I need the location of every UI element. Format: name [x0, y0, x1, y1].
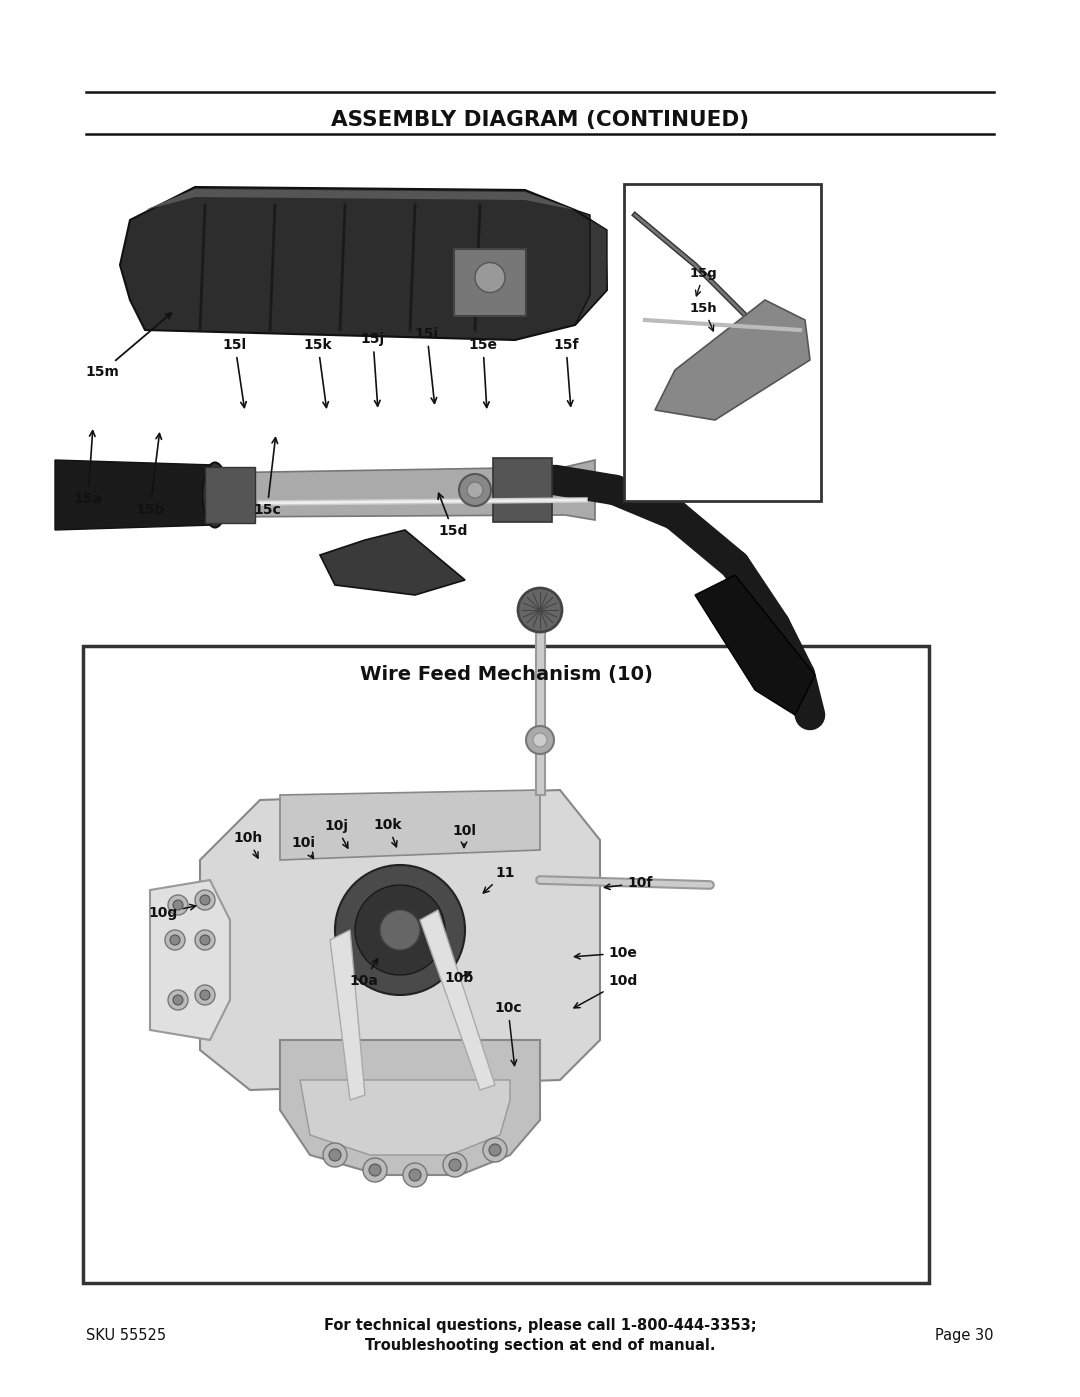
Text: ASSEMBLY DIAGRAM (CONTINUED): ASSEMBLY DIAGRAM (CONTINUED): [330, 110, 750, 130]
Circle shape: [200, 935, 210, 944]
Text: Wire Feed Mechanism (10): Wire Feed Mechanism (10): [360, 665, 652, 685]
Ellipse shape: [203, 462, 228, 528]
Text: 10j: 10j: [324, 819, 348, 848]
Text: 10i: 10i: [291, 835, 315, 858]
FancyBboxPatch shape: [454, 249, 526, 316]
Polygon shape: [280, 789, 540, 861]
Circle shape: [173, 900, 183, 909]
Circle shape: [363, 1158, 387, 1182]
Circle shape: [443, 1153, 467, 1178]
Text: 10k: 10k: [374, 819, 402, 847]
Text: 15m: 15m: [85, 313, 172, 379]
Text: Troubleshooting section at end of manual.: Troubleshooting section at end of manual…: [365, 1338, 715, 1354]
Text: 10g: 10g: [148, 904, 195, 921]
Polygon shape: [654, 300, 810, 420]
Text: 15b: 15b: [135, 433, 164, 517]
Text: 15l: 15l: [222, 338, 247, 408]
Text: 15d: 15d: [438, 493, 468, 538]
Circle shape: [335, 865, 465, 995]
Circle shape: [409, 1169, 421, 1180]
Circle shape: [449, 1160, 461, 1171]
Circle shape: [475, 263, 505, 292]
Circle shape: [195, 890, 215, 909]
Text: 10d: 10d: [573, 974, 637, 1007]
Circle shape: [323, 1143, 347, 1166]
Circle shape: [173, 995, 183, 1004]
FancyBboxPatch shape: [624, 184, 821, 502]
Circle shape: [170, 935, 180, 944]
Text: 10f: 10f: [605, 876, 652, 890]
Text: SKU 55525: SKU 55525: [86, 1329, 166, 1343]
FancyBboxPatch shape: [83, 645, 929, 1282]
Polygon shape: [420, 909, 495, 1090]
Text: 10a: 10a: [350, 958, 378, 988]
Circle shape: [165, 930, 185, 950]
Text: 10l: 10l: [453, 824, 476, 848]
Text: 11: 11: [484, 866, 515, 893]
Circle shape: [526, 726, 554, 754]
Circle shape: [489, 1144, 501, 1155]
Circle shape: [195, 930, 215, 950]
Polygon shape: [330, 930, 365, 1099]
Text: For technical questions, please call 1-800-444-3353;: For technical questions, please call 1-8…: [324, 1317, 756, 1333]
FancyBboxPatch shape: [492, 458, 552, 522]
Circle shape: [195, 985, 215, 1004]
Text: 15k: 15k: [303, 338, 333, 408]
Polygon shape: [120, 187, 607, 339]
Circle shape: [403, 1162, 427, 1187]
Text: 15a: 15a: [73, 430, 103, 506]
Polygon shape: [210, 460, 595, 520]
Polygon shape: [145, 189, 575, 210]
Text: 10b: 10b: [444, 971, 474, 985]
Text: 10e: 10e: [575, 946, 637, 960]
Circle shape: [329, 1148, 341, 1161]
Polygon shape: [150, 880, 230, 1039]
Polygon shape: [575, 210, 607, 326]
Text: 15j: 15j: [361, 332, 386, 407]
Polygon shape: [280, 1039, 540, 1175]
Circle shape: [200, 990, 210, 1000]
Polygon shape: [55, 460, 215, 529]
Polygon shape: [205, 467, 255, 522]
Circle shape: [467, 482, 483, 497]
Circle shape: [168, 990, 188, 1010]
Circle shape: [518, 588, 562, 631]
Text: 15c: 15c: [253, 437, 281, 517]
Polygon shape: [300, 1080, 510, 1155]
Circle shape: [168, 895, 188, 915]
Text: 15f: 15f: [553, 338, 579, 407]
Polygon shape: [696, 576, 815, 715]
Circle shape: [380, 909, 420, 950]
Text: 15g: 15g: [690, 267, 718, 296]
Text: Page 30: Page 30: [935, 1329, 994, 1343]
Circle shape: [459, 474, 491, 506]
Circle shape: [200, 895, 210, 905]
Text: 10h: 10h: [233, 831, 262, 858]
Text: 10c: 10c: [495, 1002, 522, 1066]
Polygon shape: [320, 529, 465, 595]
Circle shape: [483, 1139, 507, 1162]
Circle shape: [355, 886, 445, 975]
Circle shape: [369, 1164, 381, 1176]
Circle shape: [534, 733, 546, 747]
Polygon shape: [200, 789, 600, 1090]
Text: 15h: 15h: [690, 302, 717, 331]
Text: 15i: 15i: [415, 327, 440, 404]
Text: 15e: 15e: [469, 338, 498, 408]
